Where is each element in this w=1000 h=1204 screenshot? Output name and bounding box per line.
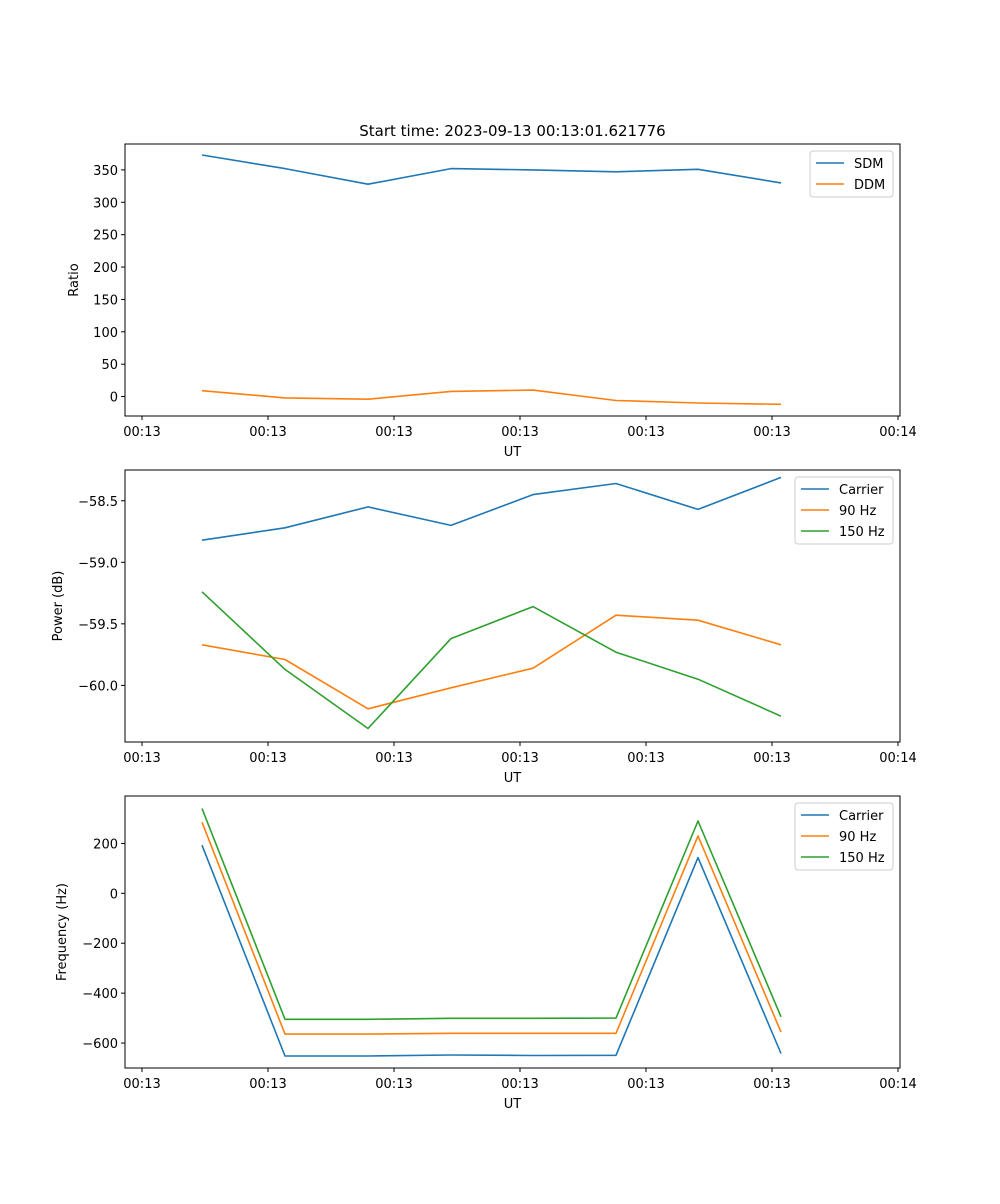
y-tick-label: 200 [93, 837, 118, 852]
legend: Carrier 90 Hz 150 Hz [794, 476, 894, 545]
x-tick-label: 00:13 [501, 751, 538, 766]
subplot-2: 00:13 00:13 00:13 00:13 00:13 00:13 00:14 −60.0… [51, 469, 917, 786]
x-tick-label: 00:13 [753, 1077, 790, 1092]
y-tick-label: −600 [82, 1037, 118, 1052]
y-tick-label: −400 [82, 987, 118, 1002]
y-tick-label: −60.0 [78, 679, 118, 694]
y-tick-label: 100 [93, 326, 118, 341]
legend-label: 150 Hz [839, 525, 885, 540]
series-line-carrier [201, 476, 782, 541]
x-tick-label: 00:13 [249, 751, 286, 766]
y-tick-label: 150 [93, 293, 118, 308]
y-tick-label: 0 [110, 887, 118, 902]
series-line-carrier [201, 844, 782, 1057]
axes-frame [124, 143, 901, 417]
y-tick-label: 0 [110, 391, 118, 406]
legend-label: Carrier [839, 809, 884, 824]
x-tick-label: 00:13 [123, 425, 160, 440]
x-tick-label: 00:14 [879, 751, 916, 766]
x-tick-label: 00:14 [879, 425, 916, 440]
x-tick-label: 00:13 [123, 1077, 160, 1092]
y-axis-label: Ratio [67, 263, 82, 296]
x-tick-label: 00:13 [753, 425, 790, 440]
y-tick-label: −59.5 [78, 618, 118, 633]
x-axis-label: UT [504, 1097, 522, 1112]
legend-label: 90 Hz [839, 504, 876, 519]
x-axis-label: UT [504, 445, 522, 460]
x-axis-label: UT [504, 771, 522, 786]
y-tick-label: 300 [93, 196, 118, 211]
x-tick-label: 00:13 [627, 425, 664, 440]
axes-frame [124, 469, 901, 743]
figure-title: Start time: 2023-09-13 00:13:01.621776 [359, 122, 665, 140]
legend-label: 90 Hz [839, 830, 876, 845]
legend-label: 150 Hz [839, 851, 885, 866]
series-line-150-hz [201, 591, 782, 730]
x-tick-label: 00:13 [627, 751, 664, 766]
legend: SDM DDM [809, 150, 894, 198]
x-tick-label: 00:13 [375, 425, 412, 440]
legend-box [794, 476, 894, 545]
x-tick-label: 00:13 [501, 425, 538, 440]
subplot-1: 00:13 00:13 00:13 00:13 00:13 00:13 00:14 0 50 10… [67, 143, 917, 460]
legend-label: Carrier [839, 483, 884, 498]
y-tick-label: −58.5 [78, 495, 118, 510]
legend-label: SDM [854, 157, 883, 172]
x-tick-label: 00:13 [753, 751, 790, 766]
legend-label: DDM [854, 178, 885, 193]
y-tick-label: 250 [93, 229, 118, 244]
y-tick-label: 50 [101, 358, 118, 373]
x-tick-label: 00:13 [123, 751, 160, 766]
subplot-3: 00:13 00:13 00:13 00:13 00:13 00:13 00:14 −600 −… [55, 795, 917, 1112]
axes-frame [124, 795, 901, 1069]
x-tick-label: 00:13 [375, 751, 412, 766]
x-tick-label: 00:13 [627, 1077, 664, 1092]
series-line-90-hz [201, 821, 782, 1035]
x-tick-label: 00:13 [249, 425, 286, 440]
x-tick-label: 00:13 [501, 1077, 538, 1092]
y-axis-label: Frequency (Hz) [55, 883, 70, 981]
legend-box [794, 802, 894, 871]
series-line-90-hz [201, 614, 782, 710]
y-tick-label: −200 [82, 937, 118, 952]
y-axis-label: Power (dB) [51, 571, 66, 642]
series-line-sdm [201, 154, 782, 185]
series-line-150-hz [201, 808, 782, 1021]
x-tick-label: 00:13 [249, 1077, 286, 1092]
legend: Carrier 90 Hz 150 Hz [794, 802, 894, 871]
y-tick-label: 200 [93, 261, 118, 276]
x-tick-label: 00:13 [375, 1077, 412, 1092]
y-tick-label: 350 [93, 164, 118, 179]
series-line-ddm [201, 389, 782, 406]
y-tick-label: −59.0 [78, 556, 118, 571]
x-tick-label: 00:14 [879, 1077, 916, 1092]
